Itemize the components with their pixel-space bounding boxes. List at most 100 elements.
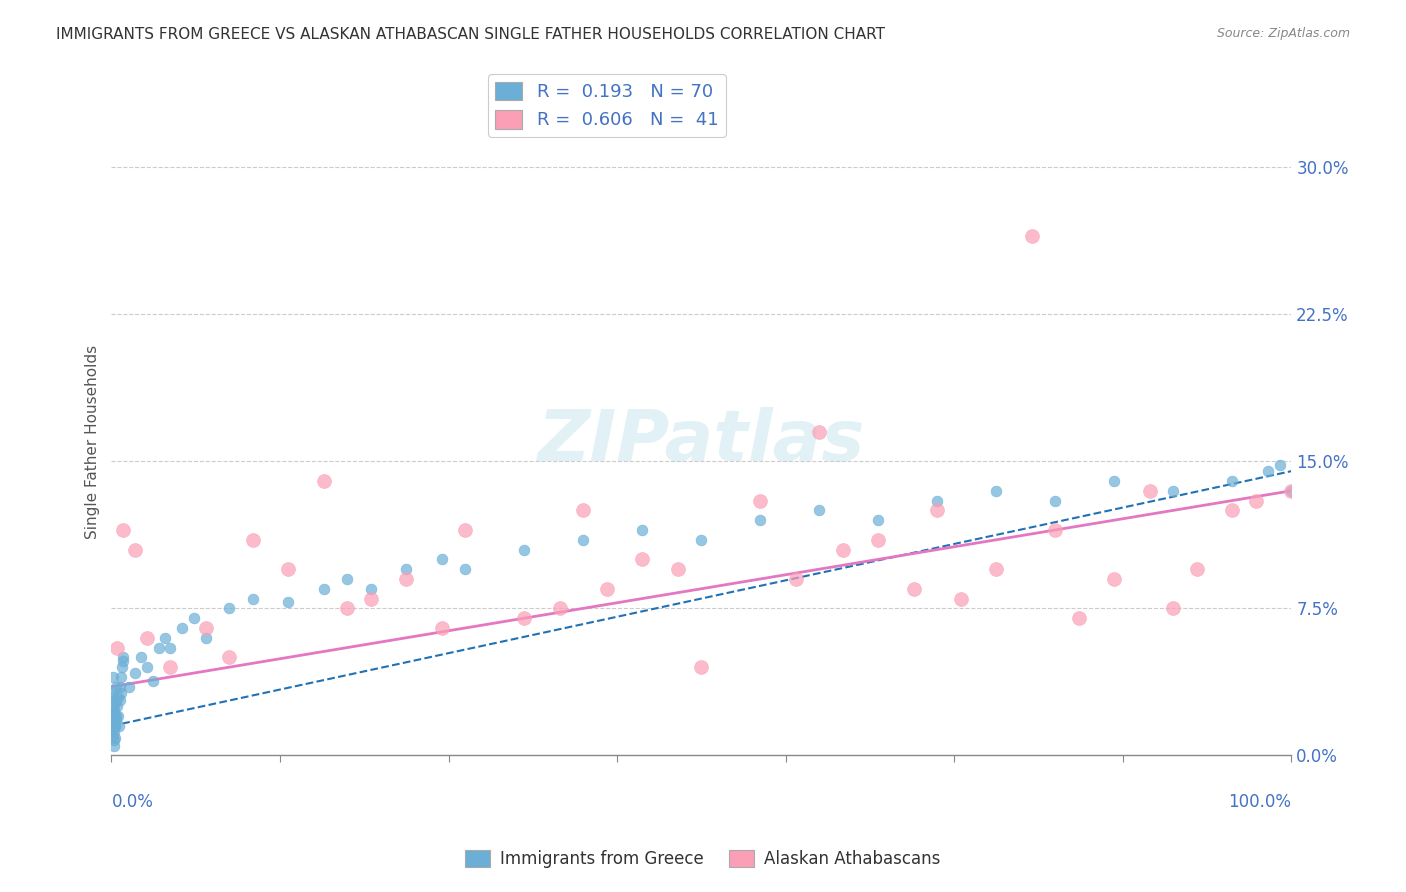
Text: 100.0%: 100.0% xyxy=(1229,793,1291,811)
Point xyxy=(1139,483,1161,498)
Point xyxy=(101,699,124,714)
Point xyxy=(513,542,536,557)
Point xyxy=(104,719,127,733)
Point xyxy=(1268,458,1291,473)
Point xyxy=(108,680,131,694)
Point xyxy=(631,552,654,566)
Point xyxy=(148,640,170,655)
Point xyxy=(596,582,619,596)
Point xyxy=(360,591,382,606)
Point xyxy=(107,690,129,704)
Point xyxy=(103,724,125,739)
Point xyxy=(101,670,124,684)
Point xyxy=(1244,493,1267,508)
Point xyxy=(103,732,125,747)
Point xyxy=(868,513,890,527)
Point xyxy=(101,724,124,739)
Point xyxy=(101,685,124,699)
Point xyxy=(103,739,125,753)
Point xyxy=(336,601,359,615)
Point xyxy=(1185,562,1208,576)
Point xyxy=(927,493,949,508)
Point xyxy=(104,709,127,723)
Point xyxy=(395,562,418,576)
Point xyxy=(631,523,654,537)
Point xyxy=(1163,601,1185,615)
Point xyxy=(218,601,240,615)
Point xyxy=(986,562,1008,576)
Point xyxy=(690,533,713,547)
Point xyxy=(1045,523,1067,537)
Point xyxy=(395,572,418,586)
Point xyxy=(105,693,128,707)
Point xyxy=(103,719,125,733)
Point xyxy=(110,685,132,699)
Point xyxy=(785,572,807,586)
Point xyxy=(108,719,131,733)
Point xyxy=(548,601,571,615)
Point xyxy=(454,523,477,537)
Point xyxy=(1279,483,1302,498)
Point xyxy=(110,670,132,684)
Point xyxy=(1067,611,1090,625)
Point xyxy=(105,699,128,714)
Point xyxy=(101,690,124,704)
Legend: Immigrants from Greece, Alaskan Athabascans: Immigrants from Greece, Alaskan Athabasc… xyxy=(458,843,948,875)
Point xyxy=(101,709,124,723)
Point xyxy=(868,533,890,547)
Point xyxy=(135,660,157,674)
Point xyxy=(513,611,536,625)
Point xyxy=(112,523,135,537)
Point xyxy=(1021,229,1043,244)
Point xyxy=(105,713,128,727)
Point xyxy=(104,719,127,733)
Point xyxy=(1220,474,1243,488)
Text: ZIPatlas: ZIPatlas xyxy=(537,408,865,476)
Point xyxy=(142,673,165,688)
Point xyxy=(242,533,264,547)
Point xyxy=(430,621,453,635)
Point xyxy=(103,713,125,727)
Point xyxy=(194,631,217,645)
Point xyxy=(808,503,831,517)
Text: Source: ZipAtlas.com: Source: ZipAtlas.com xyxy=(1216,27,1350,40)
Point xyxy=(104,731,127,745)
Point xyxy=(1104,474,1126,488)
Point xyxy=(690,660,713,674)
Point xyxy=(903,582,925,596)
Point xyxy=(1045,493,1067,508)
Point xyxy=(118,680,141,694)
Point xyxy=(666,562,689,576)
Text: IMMIGRANTS FROM GREECE VS ALASKAN ATHABASCAN SINGLE FATHER HOUSEHOLDS CORRELATIO: IMMIGRANTS FROM GREECE VS ALASKAN ATHABA… xyxy=(56,27,886,42)
Point xyxy=(927,503,949,517)
Point xyxy=(183,611,205,625)
Point xyxy=(112,654,135,668)
Point xyxy=(949,591,972,606)
Point xyxy=(124,666,146,681)
Legend: R =  0.193   N = 70, R =  0.606   N =  41: R = 0.193 N = 70, R = 0.606 N = 41 xyxy=(488,75,725,136)
Point xyxy=(986,483,1008,498)
Point xyxy=(242,591,264,606)
Point xyxy=(103,699,125,714)
Point xyxy=(135,631,157,645)
Point xyxy=(172,621,194,635)
Point xyxy=(194,621,217,635)
Point xyxy=(111,660,134,674)
Point xyxy=(105,640,128,655)
Point xyxy=(129,650,152,665)
Point xyxy=(101,713,124,727)
Point xyxy=(572,503,595,517)
Point xyxy=(104,709,127,723)
Point xyxy=(572,533,595,547)
Point xyxy=(110,693,132,707)
Point xyxy=(101,729,124,743)
Point xyxy=(336,572,359,586)
Point xyxy=(159,660,181,674)
Point xyxy=(360,582,382,596)
Point xyxy=(153,631,176,645)
Point xyxy=(430,552,453,566)
Text: 0.0%: 0.0% xyxy=(111,793,153,811)
Point xyxy=(1104,572,1126,586)
Point xyxy=(103,705,125,719)
Point xyxy=(1220,503,1243,517)
